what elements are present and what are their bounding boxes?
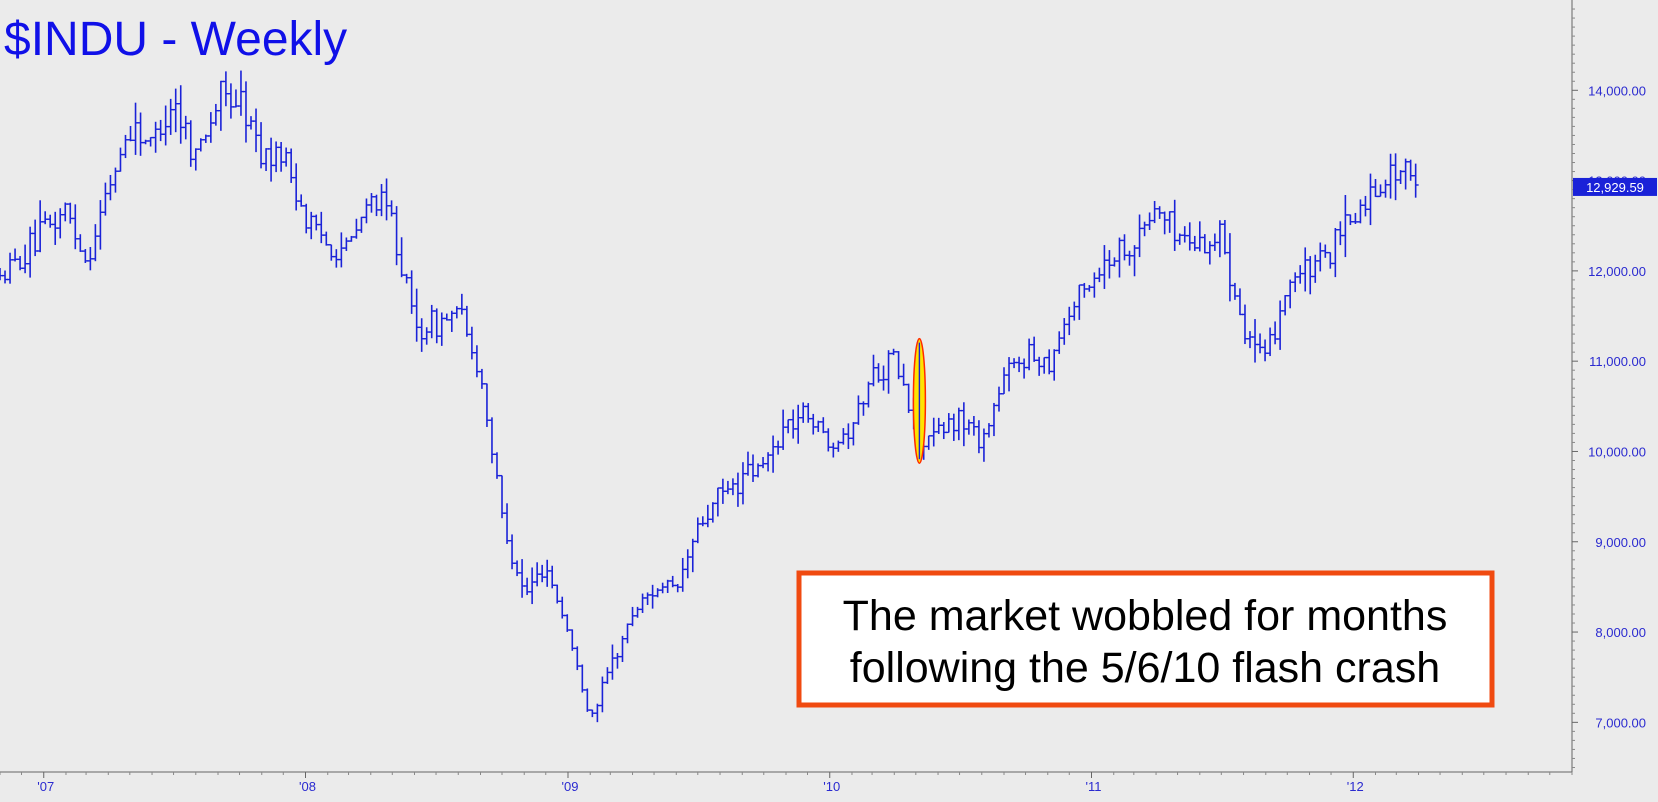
last-price-marker: 12,929.59 [1573, 177, 1657, 196]
y-tick-label: 14,000.00 [1588, 83, 1646, 98]
price-bars [0, 70, 1419, 723]
y-tick-label: 8,000.00 [1595, 625, 1646, 640]
last-price-label: 12,929.59 [1586, 180, 1644, 195]
annotation-box: The market wobbled for months following … [796, 570, 1495, 708]
y-tick-label: 9,000.00 [1595, 535, 1646, 550]
x-tick-label: '12 [1347, 779, 1364, 794]
x-tick-label: '10 [823, 779, 840, 794]
x-tick-label: '09 [562, 779, 579, 794]
x-tick-label: '07 [37, 779, 54, 794]
annotation-line-2: following the 5/6/10 flash crash [850, 644, 1440, 692]
annotation-line-1: The market wobbled for months [843, 592, 1448, 640]
chart-title: $INDU - Weekly [4, 13, 347, 66]
last-price-box [1573, 177, 1657, 196]
y-tick-label: 7,000.00 [1595, 715, 1646, 730]
y-tick-label: 12,000.00 [1588, 264, 1646, 279]
y-tick-label: 11,000.00 [1589, 354, 1646, 369]
flash-crash-highlight [912, 337, 927, 464]
x-tick-label: '08 [299, 779, 316, 794]
annotation-border [796, 570, 1495, 708]
y-tick-label: 10,000.00 [1588, 444, 1646, 459]
x-tick-label: '11 [1086, 779, 1102, 794]
x-axis: '07 '08 '09 '10 '11 '12 [0, 772, 1573, 794]
